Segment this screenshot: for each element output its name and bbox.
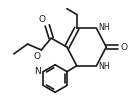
Text: O: O xyxy=(33,52,40,61)
Text: O: O xyxy=(38,15,45,24)
Text: N: N xyxy=(34,67,41,76)
Text: NH: NH xyxy=(98,23,110,32)
Text: O: O xyxy=(120,42,127,52)
Text: NH: NH xyxy=(98,62,110,71)
